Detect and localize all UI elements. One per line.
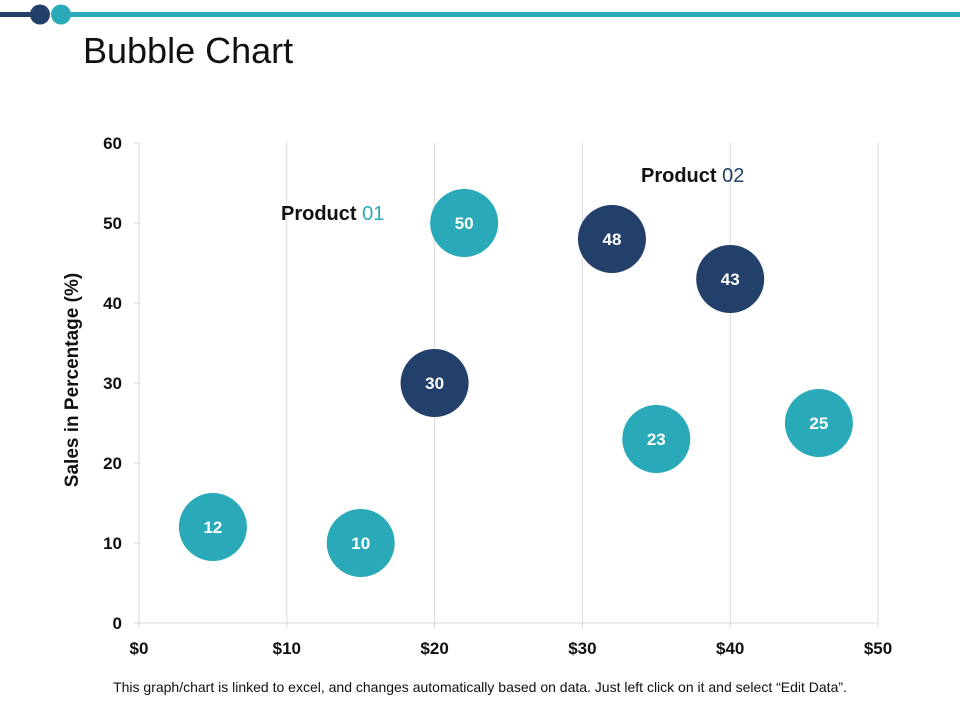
x-tick-label: $10 — [273, 639, 301, 658]
bubble-data-label: 12 — [203, 518, 222, 537]
x-tick-label: $20 — [420, 639, 448, 658]
page-title: Bubble Chart — [83, 30, 294, 71]
series-label-number: 02 — [722, 165, 744, 187]
bubble-data-label: 25 — [809, 414, 828, 433]
bubble-series-2[interactable] — [577, 205, 646, 273]
bubble-data-label: 10 — [351, 534, 370, 553]
bubble-series-1[interactable] — [326, 509, 395, 577]
series-label-2: Product 02 — [641, 165, 744, 187]
series-label-1: Product 01 — [281, 203, 384, 225]
bubble-data-label: 30 — [425, 374, 444, 393]
y-tick-label: 10 — [103, 534, 122, 553]
bubble-series-2[interactable] — [400, 349, 469, 417]
bubble-data-label: 43 — [721, 270, 740, 289]
x-tick-label: $30 — [568, 639, 596, 658]
y-tick-label: 0 — [113, 614, 122, 633]
top-decoration-bar — [0, 4, 960, 25]
y-tick-label: 20 — [103, 454, 122, 473]
bubble-series-1[interactable] — [178, 493, 247, 561]
teal-line — [60, 12, 960, 17]
y-tick-label: 60 — [103, 134, 122, 153]
x-tick-label: $50 — [864, 639, 892, 658]
series-label-word: Product — [281, 203, 362, 225]
bubble-data-label: 23 — [647, 430, 666, 449]
y-axis-title: Sales in Percentage (%) — [62, 273, 83, 487]
bubble-series-1[interactable] — [622, 405, 691, 473]
bubble-series-1[interactable] — [430, 189, 499, 257]
bubble-data-label: 48 — [602, 230, 621, 249]
y-tick-label: 40 — [103, 294, 122, 313]
x-tick-label: $0 — [130, 639, 149, 658]
series-label-number: 01 — [362, 203, 384, 225]
teal-dot — [51, 4, 71, 25]
bubble-data-label: 50 — [455, 214, 474, 233]
bubble-series-2[interactable] — [696, 245, 765, 313]
y-tick-label: 30 — [103, 374, 122, 393]
series-label-word: Product — [641, 165, 722, 187]
bubble-series-1[interactable] — [784, 389, 853, 457]
x-tick-label: $40 — [716, 639, 744, 658]
navy-dot — [30, 4, 50, 25]
navy-line — [0, 12, 40, 17]
y-tick-label: 50 — [103, 214, 122, 233]
footer-note: This graph/chart is linked to excel, and… — [113, 679, 847, 695]
